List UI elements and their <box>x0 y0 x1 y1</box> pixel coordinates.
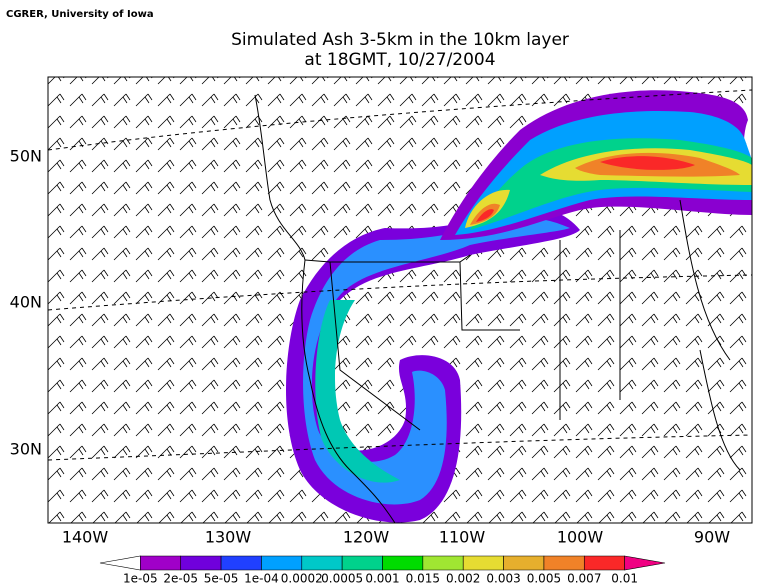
colorbar-segment <box>341 555 383 571</box>
lon-label: 110W <box>439 528 486 547</box>
colorbar-segment <box>624 555 666 571</box>
colorbar-segment <box>140 555 182 571</box>
colorbar-label: 0.002 <box>446 572 480 586</box>
colorbar-segment <box>462 555 504 571</box>
colorbar-segment <box>180 555 222 571</box>
lon-label: 130W <box>205 528 252 547</box>
lat-label: 50N <box>10 147 42 166</box>
colorbar-segment <box>220 555 262 571</box>
colorbar-label: 0.001 <box>365 572 399 586</box>
colorbar-segment <box>382 555 424 571</box>
axes: 140W 130W 120W 110W 100W 90W 50N 40N 30N <box>10 147 731 547</box>
map-area <box>48 77 752 523</box>
colorbar-label: 0.01 <box>611 572 638 586</box>
lat-label: 40N <box>10 293 42 312</box>
lat-label: 30N <box>10 440 42 459</box>
colorbar-segment <box>503 555 545 571</box>
colorbar-label: 2e-05 <box>163 572 198 586</box>
lon-label: 90W <box>694 528 730 547</box>
colorbar-segment <box>301 555 343 571</box>
colorbar-label: 0.007 <box>567 572 601 586</box>
plot-frame <box>47 76 753 524</box>
colorbar-segment <box>99 555 141 571</box>
lon-label: 100W <box>557 528 604 547</box>
title-line: Simulated Ash 3-5km in the 10km layer <box>231 30 569 50</box>
colorbar-label: 1e-05 <box>123 572 158 586</box>
colorbar-segment <box>583 555 625 571</box>
colorbar-segment <box>261 555 303 571</box>
colorbar-label: 0.015 <box>406 572 440 586</box>
colorbar-segment <box>422 555 464 571</box>
colorbar-label: 0.005 <box>527 572 561 586</box>
colorbar-label: 0.003 <box>486 572 520 586</box>
lon-label: 120W <box>343 528 390 547</box>
colorbar-label: 5e-05 <box>204 572 239 586</box>
ash-plume <box>286 90 752 523</box>
colorbar-label: 0.0002 <box>281 572 323 586</box>
colorbar-segment <box>543 555 585 571</box>
colorbar-label: 0.0005 <box>321 572 363 586</box>
coastlines <box>48 89 752 523</box>
colorbar-label: 1e-04 <box>244 572 279 586</box>
credit: CGRER, University of Iowa <box>6 9 154 20</box>
title-line: at 18GMT, 10/27/2004 <box>304 50 495 70</box>
lon-label: 140W <box>62 528 109 547</box>
